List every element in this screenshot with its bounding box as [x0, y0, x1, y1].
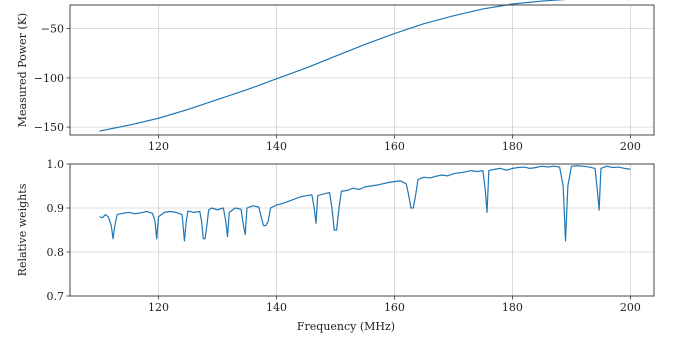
x-tick-label: 160	[384, 301, 405, 314]
x-tick-label: 180	[502, 301, 523, 314]
measured-power-line	[99, 0, 631, 132]
x-tick-label: 200	[620, 140, 641, 153]
bottom-panel-ticks: 120 140 160 180 200 0.7 0.8 0.9 1.0	[47, 158, 641, 314]
relative-weights-line	[99, 165, 631, 242]
y-tick-label: 1.0	[47, 158, 65, 171]
x-tick-label: 200	[620, 301, 641, 314]
x-tick-label: 140	[266, 301, 287, 314]
y-tick-label: −50	[41, 23, 64, 36]
top-panel-ticks: 120 140 160 180 200 −150 −100 −50	[34, 23, 641, 153]
y-tick-label: −100	[34, 72, 64, 85]
top-panel-grid	[70, 5, 654, 135]
bottom-panel-ylabel: Relative weights	[16, 183, 29, 276]
bottom-panel-xlabel: Frequency (MHz)	[297, 320, 395, 333]
top-panel-ylabel: Measured Power (K)	[16, 13, 29, 127]
x-tick-label: 180	[502, 140, 523, 153]
y-tick-label: 0.8	[47, 246, 65, 259]
x-tick-label: 120	[148, 140, 169, 153]
y-tick-label: 0.9	[47, 202, 65, 215]
x-tick-label: 140	[266, 140, 287, 153]
bottom-panel-frame	[69, 163, 655, 297]
x-tick-label: 160	[384, 140, 405, 153]
y-tick-label: −150	[34, 121, 64, 134]
y-tick-label: 0.7	[47, 290, 65, 303]
top-panel: 120 140 160 180 200 −150 −100 −50 Measured Powe…	[16, 0, 655, 153]
bottom-panel: 120 140 160 180 200 0.7 0.8 0.9 1.0 Relative wei…	[16, 158, 655, 333]
x-tick-label: 120	[148, 301, 169, 314]
top-panel-frame	[69, 4, 655, 136]
